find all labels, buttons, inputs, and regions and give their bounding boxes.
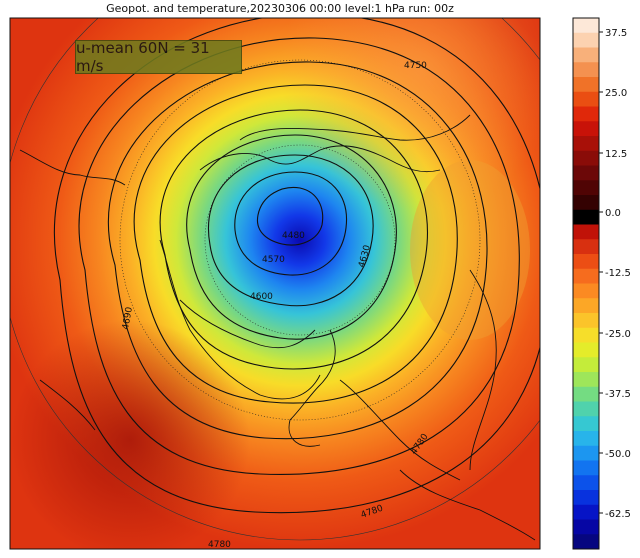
colorbar-swatch: [573, 136, 599, 152]
colorbar-swatch: [573, 165, 599, 181]
colorbar-swatch: [573, 357, 599, 373]
colorbar-swatch: [573, 327, 599, 343]
contour-label-2: 4570: [262, 255, 285, 265]
colorbar-swatch: [573, 313, 599, 329]
colorbar-swatch: [573, 254, 599, 270]
colorbar-swatch: [573, 62, 599, 78]
colorbar-swatch: [573, 18, 599, 34]
colorbar-tick-label: 37.5: [605, 28, 627, 39]
colorbar-swatch: [573, 431, 599, 447]
colorbar-swatch: [573, 416, 599, 432]
colorbar-swatch: [573, 239, 599, 255]
colorbar-tick-label: -62.5: [605, 509, 631, 520]
colorbar-swatch: [573, 91, 599, 107]
projection-edge: [10, 18, 540, 541]
colorbar-swatch: [573, 195, 599, 211]
colorbar-swatch: [573, 401, 599, 417]
map-title: Geopot. and temperature,20230306 00:00 l…: [106, 2, 454, 15]
colorbar-swatch: [573, 268, 599, 284]
umean-annotation: u-mean 60N = 31 m/s: [75, 39, 242, 75]
colorbar-swatch: [573, 460, 599, 476]
colorbar-swatch: [573, 180, 599, 196]
colorbar-swatch: [573, 386, 599, 402]
contour-label-6: 4750: [404, 61, 427, 71]
colorbar-tick-label: -12.5: [605, 268, 631, 279]
colorbar-swatch: [573, 298, 599, 314]
colorbar-swatch: [573, 490, 599, 506]
colorbar-tick-label: 0.0: [605, 208, 621, 219]
contour-label-5: 4690: [121, 306, 135, 331]
contour-label-1: 4480: [282, 231, 305, 241]
colorbar-swatch: [573, 372, 599, 388]
contour-label-3: 4600: [250, 292, 273, 302]
colorbar-swatch: [573, 121, 599, 137]
colorbar-swatch: [573, 150, 599, 166]
colorbar-tick-label: 12.5: [605, 149, 627, 160]
colorbar-swatch: [573, 224, 599, 240]
colorbar-tick-label: -25.0: [605, 329, 631, 340]
colorbar-tick-label: -37.5: [605, 389, 631, 400]
colorbar-swatch: [573, 519, 599, 535]
colorbar-tick-label: -50.0: [605, 449, 631, 460]
colorbar-swatch: [573, 283, 599, 299]
colorbar-tick-label: 25.0: [605, 88, 627, 99]
contour-label-9: 4780: [208, 540, 231, 550]
colorbar-swatch: [573, 504, 599, 520]
colorbar-swatch: [573, 32, 599, 48]
colorbar-swatch: [573, 445, 599, 461]
colorbar-swatch: [573, 342, 599, 358]
colorbar-swatch: [573, 209, 599, 225]
colorbar-swatch: [573, 106, 599, 122]
colorbar-swatch: [573, 47, 599, 63]
colorbar-swatch: [573, 77, 599, 93]
colorbar-swatch: [573, 475, 599, 491]
coastlines: [19, 114, 536, 541]
colorbar-swatch: [573, 534, 599, 550]
